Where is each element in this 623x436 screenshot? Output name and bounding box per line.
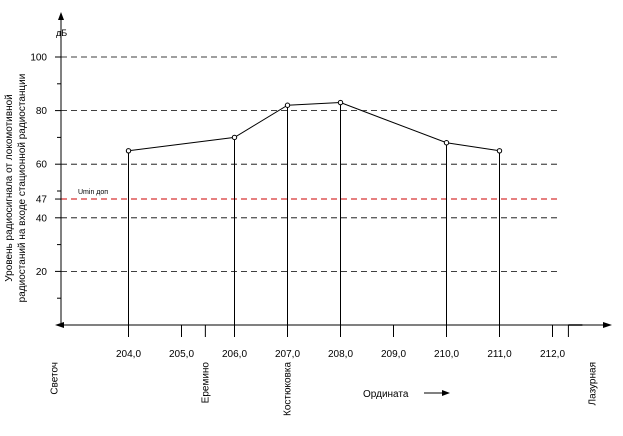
y-tick-label-60: 60 [36,160,48,171]
y-unit-label: дБ [56,28,67,38]
data-point-0 [125,148,132,154]
labels: 20 40 47 60 80 100 204,0 205,0 206,0 207,0 208,0 20… [30,53,598,416]
x-axis-arrow-right [603,322,612,328]
y-tick-label-80: 80 [36,106,48,117]
data-point-4 [443,140,450,146]
data-point-2 [284,102,291,108]
station-label-3: Лазурная [587,362,598,405]
station-label-1: Еремино [200,362,211,404]
station-label-0: Светоч [49,362,60,395]
drop-lines [128,102,500,325]
y-tick-label-47: 47 [36,195,48,206]
x-axis-label-arrow [424,390,450,396]
x-tick-label-206: 206,0 [222,349,247,360]
y-axis-arrow [58,12,64,20]
x-tick-label-210: 210,0 [434,349,459,360]
threshold-line: Umin доп [61,189,557,200]
x-axis-arrow-left [55,322,64,328]
series [125,99,503,154]
y-axis-label-line1: Уровень радиосигнала от локомотивной [4,94,15,282]
x-tick-label-204: 204,0 [116,349,141,360]
x-tick-label-208: 208,0 [328,349,353,360]
y-axis-label-line2: радиостаний на входе стационной радиоста… [17,74,28,303]
x-tick-label-207: 207,0 [275,349,300,360]
axes [55,12,612,337]
y-tick-label-100: 100 [30,53,47,64]
grid [61,56,557,272]
data-point-5 [496,148,503,154]
x-tick-label-205: 205,0 [169,349,194,360]
x-tick-label-211: 211,0 [487,349,512,360]
threshold-label: Umin доп [78,189,108,196]
x-tick-label-212: 212,0 [540,349,565,360]
station-label-2: Костюковка [283,362,294,416]
data-point-1 [231,134,238,141]
y-tick-label-20: 20 [36,267,48,278]
y-tick-label-40: 40 [36,213,48,224]
x-axis-label: Ордината [363,389,409,400]
data-point-3 [337,99,344,106]
series-line [128,102,500,152]
x-tick-label-209: 209,0 [381,349,406,360]
